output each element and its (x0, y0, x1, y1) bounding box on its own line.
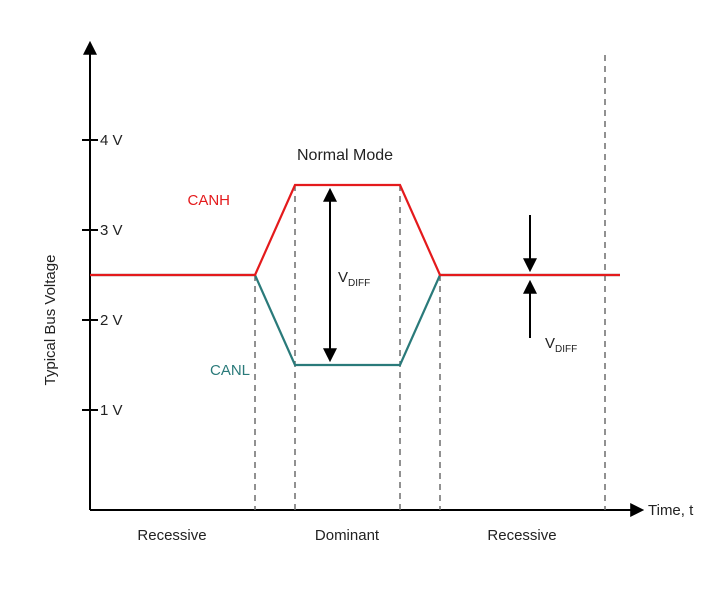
canh-signal (90, 185, 620, 275)
ytick-label-2v: 2 V (100, 312, 123, 329)
y-axis-label: Typical Bus Voltage (42, 255, 59, 386)
ytick-label-4v: 4 V (100, 132, 123, 149)
region-label-recessive-2: Recessive (487, 527, 556, 544)
x-axis-label: Time, t (648, 502, 694, 519)
ytick-label-3v: 3 V (100, 222, 123, 239)
can-bus-voltage-diagram: 4 V 3 V 2 V 1 V Typical Bus Voltage Time… (0, 0, 720, 592)
vdiff-right-label: VDIFF (545, 335, 577, 355)
canl-label: CANL (210, 362, 250, 379)
ytick-label-1v: 1 V (100, 402, 123, 419)
canh-label: CANH (187, 192, 230, 209)
region-label-recessive-1: Recessive (137, 527, 206, 544)
vdiff-center-label: VDIFF (338, 269, 370, 289)
chart-title: Normal Mode (297, 147, 393, 164)
region-label-dominant: Dominant (315, 527, 380, 544)
